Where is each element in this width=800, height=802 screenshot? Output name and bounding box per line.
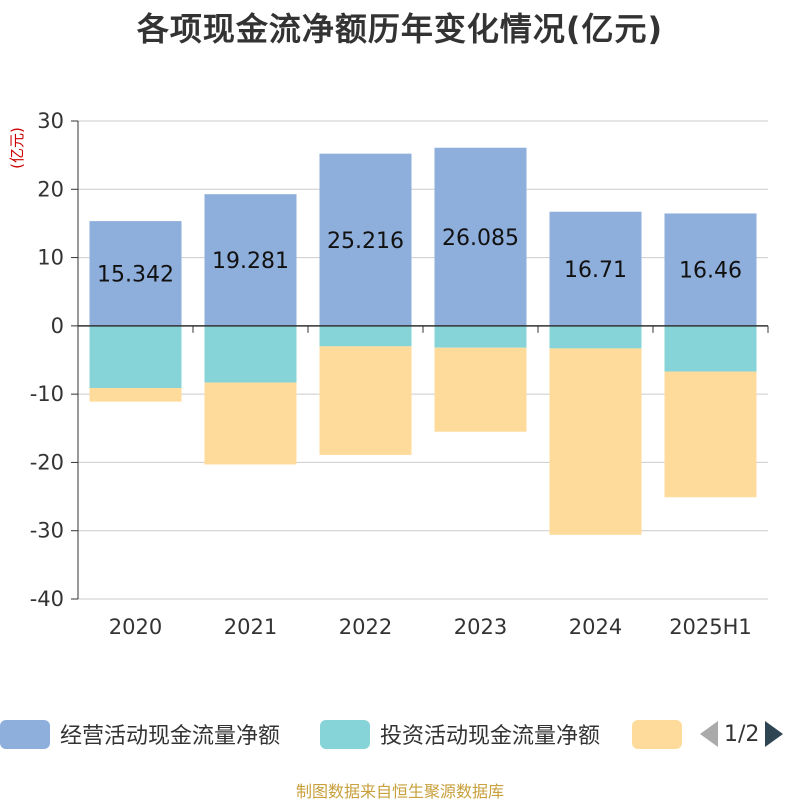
pager-text: 1/2: [724, 721, 760, 747]
legend-label-operating: 经营活动现金流量净额: [60, 724, 281, 749]
data-label: 15.342: [97, 262, 174, 287]
bar: [89, 221, 182, 326]
x-tick-label: 2025H1: [669, 615, 752, 639]
bar: [664, 325, 757, 372]
legend-swatch-financing: [632, 719, 682, 749]
y-axis-label: (亿元): [8, 127, 26, 169]
legend-swatch-investing: [320, 719, 370, 749]
y-tick-label: -40: [30, 587, 64, 611]
x-tick-label: 2023: [454, 615, 507, 639]
legend: 经营活动现金流量净额 投资活动现金流量净额 1/2: [0, 716, 800, 756]
bar: [434, 347, 527, 432]
bar: [434, 147, 527, 326]
y-tick-label: -30: [30, 519, 64, 543]
data-label: 16.46: [679, 259, 742, 284]
legend-pager: 1/2: [700, 716, 784, 752]
bar: [204, 325, 297, 383]
source-note: 制图数据来自恒生聚源数据库: [295, 782, 504, 801]
bar: [434, 325, 527, 348]
y-tick-label: -10: [30, 382, 64, 406]
y-tick-label: 10: [37, 246, 64, 270]
bar: [549, 325, 642, 349]
legend-label-investing: 投资活动现金流量净额: [380, 724, 601, 749]
bar: [319, 153, 412, 326]
data-label: 16.71: [564, 258, 627, 283]
bar: [664, 213, 757, 326]
pager-next-icon[interactable]: [765, 721, 784, 747]
y-tick-label: -20: [30, 450, 64, 474]
pager-prev-icon[interactable]: [700, 721, 718, 747]
bar: [549, 348, 642, 535]
x-tick-label: 2022: [339, 615, 392, 639]
data-label: 26.085: [442, 226, 519, 251]
x-tick-label: 2024: [569, 615, 622, 639]
bar: [319, 325, 412, 347]
x-tick-label: 2020: [109, 615, 162, 639]
bar: [319, 346, 412, 455]
legend-swatch-operating: [0, 719, 50, 749]
legend-item-financing[interactable]: [632, 716, 692, 752]
bar: [204, 194, 297, 326]
bar: [89, 325, 182, 388]
legend-item-investing[interactable]: 投资活动现金流量净额: [320, 716, 600, 752]
bar: [204, 382, 297, 465]
y-tick-label: 0: [51, 314, 64, 338]
bar: [549, 211, 642, 326]
y-tick-label: 20: [37, 177, 64, 201]
y-tick-label: 30: [37, 109, 64, 133]
legend-item-operating[interactable]: 经营活动现金流量净额: [0, 716, 280, 752]
data-label: 19.281: [212, 249, 289, 274]
bar: [89, 387, 182, 402]
bar: [664, 371, 757, 498]
x-tick-label: 2021: [224, 615, 277, 639]
data-label: 25.216: [327, 229, 404, 254]
chart-title: 各项现金流净额历年变化情况(亿元): [136, 10, 664, 48]
